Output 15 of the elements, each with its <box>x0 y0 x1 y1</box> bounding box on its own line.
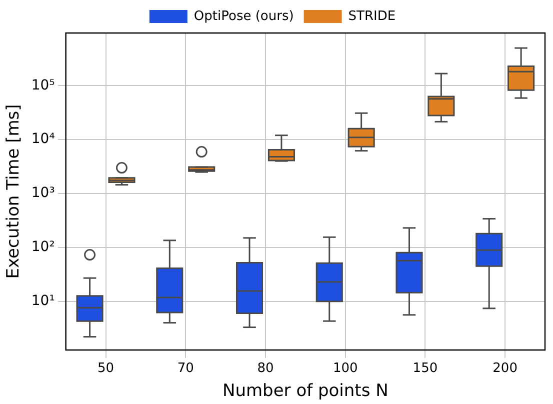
x-axis-title: Number of points N <box>222 381 388 402</box>
legend-label: OptiPose (ours) <box>194 8 294 24</box>
x-tick-label: 100 <box>332 361 358 376</box>
y-tick-label: 10¹ <box>31 292 55 309</box>
x-tick-label: 150 <box>412 361 438 376</box>
x-tick-label: 80 <box>257 361 274 376</box>
y-tick-label: 10³ <box>31 185 55 202</box>
x-tick-label: 50 <box>97 361 114 376</box>
y-tick-label: 10⁴ <box>31 131 56 148</box>
y-tick-label: 10² <box>31 239 55 256</box>
x-tick-label: 200 <box>492 361 518 376</box>
y-axis-title: Execution Time [ms] <box>4 104 24 279</box>
y-tick-label: 10⁵ <box>31 77 55 94</box>
legend-label: STRIDE <box>348 8 396 24</box>
x-tick-label: 70 <box>177 361 194 376</box>
